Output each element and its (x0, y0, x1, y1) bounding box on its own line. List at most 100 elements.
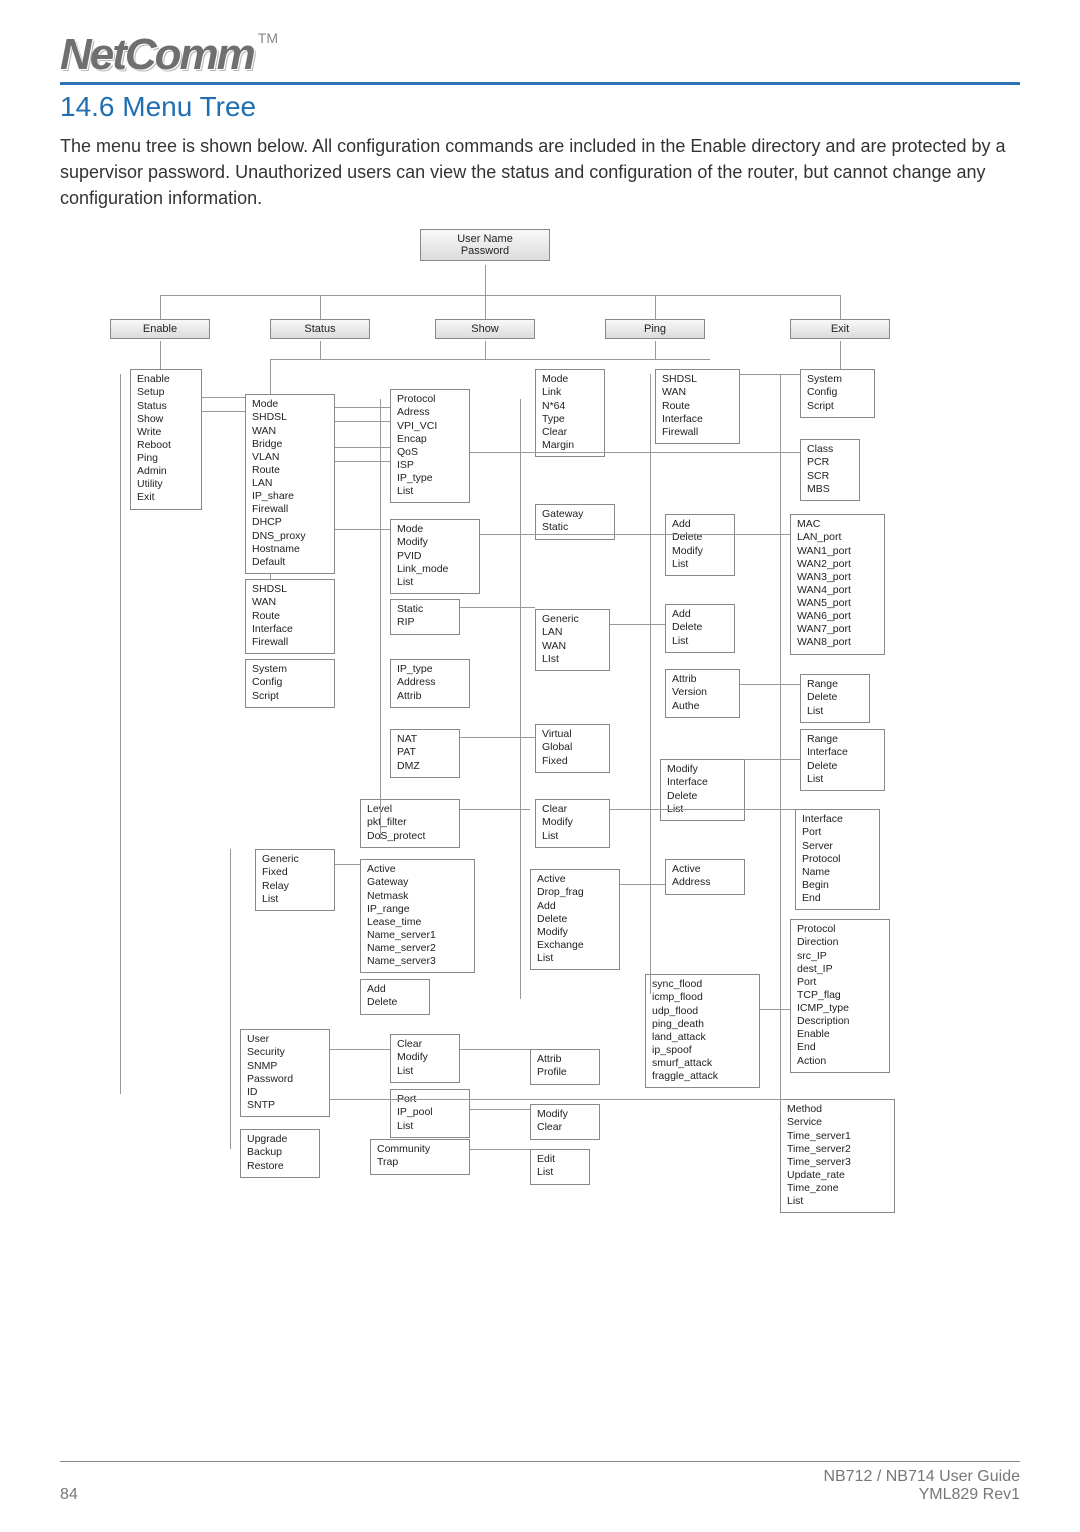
list-item: Add (367, 983, 423, 996)
list-item: Modify (667, 763, 738, 776)
list-item: WAN (542, 640, 603, 653)
list-item: Name_server3 (367, 955, 468, 968)
list-item: Exchange (537, 939, 613, 952)
box-qos: ClassPCRSCRMBS (800, 439, 860, 501)
list-item: Attrib (672, 673, 733, 686)
list-item: Authe (672, 700, 733, 713)
box-sntp: MethodServiceTime_server1Time_server2Tim… (780, 1099, 895, 1213)
brand-tm: TM (258, 30, 278, 46)
list-item: Upgrade (247, 1133, 313, 1146)
header-rule (60, 82, 1020, 85)
list-item: Address (672, 876, 738, 889)
list-item: Clear (397, 1038, 453, 1051)
list-item: Link (542, 386, 598, 399)
list-item: Admin (137, 465, 195, 478)
list-item: Interface (252, 623, 328, 636)
list-item: List (672, 635, 728, 648)
list-item: Range (807, 733, 878, 746)
list-item: ping_death (652, 1018, 753, 1031)
list-item: IP_type (397, 472, 463, 485)
page-footer: 84 NB712 / NB714 User Guide YML829 Rev1 (60, 1461, 1020, 1504)
list-item: Firewall (252, 636, 328, 649)
list-item: Lease_time (367, 916, 468, 929)
list-item: List (672, 558, 728, 571)
list-item: Adress (397, 406, 463, 419)
list-item: Script (252, 690, 328, 703)
list-item: Direction (797, 936, 883, 949)
list-item: ID (247, 1086, 323, 1099)
list-item: LAN_port (797, 531, 878, 544)
list-item: Route (252, 464, 328, 477)
list-item: Security (247, 1046, 323, 1059)
box-status: SHDSLWANRouteInterfaceFirewall (655, 369, 740, 444)
list-item: sync_flood (652, 978, 753, 991)
list-item: WAN1_port (797, 545, 878, 558)
list-item: SNTP (247, 1099, 323, 1112)
list-item: Clear (542, 426, 598, 439)
list-item: Encap (397, 433, 463, 446)
list-item: PVID (397, 550, 473, 563)
list-item: List (537, 1166, 583, 1179)
list-item: Default (252, 556, 328, 569)
root-line1: User Name (457, 233, 513, 245)
list-item: IP_share (252, 490, 328, 503)
list-item: Protocol (797, 923, 883, 936)
box-pkt-modify: InterfacePortServerProtocolNameBeginEnd (795, 809, 880, 910)
box-show: SHDSLWANRouteInterfaceFirewall (245, 579, 335, 654)
menu-tree-diagram: User Name Password Enable Status Show Pi… (100, 229, 980, 1319)
list-item: LIst (542, 653, 603, 666)
list-item: IP_range (367, 903, 468, 916)
list-item: Trap (377, 1156, 463, 1169)
brand-name: NetComm (60, 30, 254, 79)
list-item: List (537, 952, 613, 965)
list-item: Type (542, 413, 598, 426)
box-static: AddDeleteModifyList (665, 514, 735, 576)
list-item: Interface (802, 813, 873, 826)
list-item: WAN3_port (797, 571, 878, 584)
box-lan-attrib: AttribVersionAuthe (665, 669, 740, 717)
box-sec-modify: AttribProfile (530, 1049, 600, 1084)
list-item: LAN (542, 626, 603, 639)
list-item: Time_server3 (787, 1156, 888, 1169)
list-item: Margin (542, 439, 598, 452)
list-item: Enable (137, 373, 195, 386)
list-item: DNS_proxy (252, 530, 328, 543)
brand-logo: NetCommTM (60, 30, 1020, 80)
list-item: WAN6_port (797, 610, 878, 623)
list-item: IP_pool (397, 1106, 463, 1119)
box-enable-commands: EnableSetupStatusShowWriteRebootPingAdmi… (130, 369, 202, 509)
list-item: Interface (667, 776, 738, 789)
list-item: Active (367, 863, 468, 876)
list-item: Script (807, 400, 868, 413)
list-item: Hostname (252, 543, 328, 556)
list-item: WAN (662, 386, 733, 399)
list-item: Bridge (252, 438, 328, 451)
box-dos-active: ActiveAddress (665, 859, 745, 894)
list-item: Clear (542, 803, 603, 816)
list-item: Range (807, 678, 863, 691)
list-item: Port (802, 826, 873, 839)
list-item: VLAN (252, 451, 328, 464)
list-item: udp_flood (652, 1005, 753, 1018)
list-item: WAN4_port (797, 584, 878, 597)
list-item: Add (672, 608, 728, 621)
list-item: DHCP (252, 516, 328, 529)
list-item: Profile (537, 1066, 593, 1079)
list-item: Mode (252, 398, 328, 411)
list-item: LAN (252, 477, 328, 490)
list-item: Name (802, 866, 873, 879)
box-range1: RangeDeleteList (800, 674, 870, 722)
box-firewall: Levelpkt_filterDoS_protect (360, 799, 460, 847)
list-item: Attrib (397, 690, 463, 703)
list-item: Fixed (262, 866, 328, 879)
list-item: Global (542, 741, 603, 754)
list-item: List (397, 485, 463, 498)
box-wan: ProtocolAdressVPI_VCIEncapQoSISPIP_typeL… (390, 389, 470, 503)
footer-page: 84 (60, 1486, 78, 1504)
list-item: QoS (397, 446, 463, 459)
box-dhcp-generic: ActiveGatewayNetmaskIP_rangeLease_timeNa… (360, 859, 475, 973)
intro-paragraph: The menu tree is shown below. All config… (60, 133, 1020, 211)
box-pat: ModifyInterfaceDeleteList (660, 759, 745, 821)
list-item: Firewall (662, 426, 733, 439)
footer-rev: YML829 Rev1 (823, 1486, 1020, 1504)
